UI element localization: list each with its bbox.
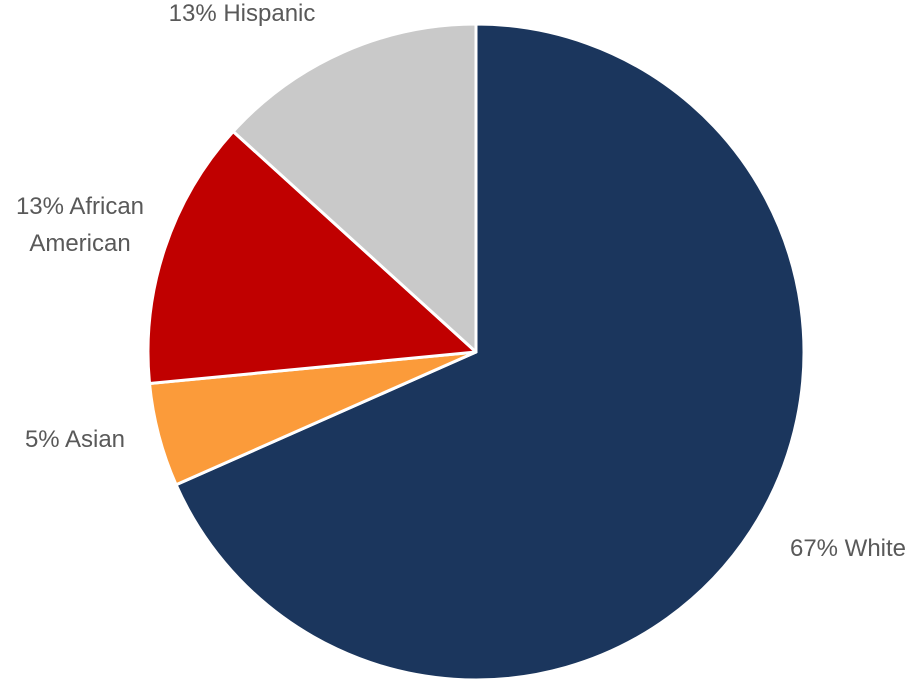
pie-label-asian: 5% Asian <box>25 426 125 453</box>
pie-label-african-american: 13% African American <box>16 193 144 257</box>
pie-slice-hispanic <box>231 22 478 354</box>
pie-slices <box>146 22 806 680</box>
pie-label-line: 5% Asian <box>25 426 125 453</box>
pie-label-line: 67% White <box>790 535 906 562</box>
pie-label-line: American <box>29 230 130 257</box>
pie-slice-white <box>174 22 806 680</box>
pie-label-hispanic: 13% Hispanic <box>169 0 316 27</box>
pie-slice-african-american <box>146 129 478 385</box>
pie-label-white: 67% White <box>790 535 906 562</box>
pie-label-line: 13% African <box>16 193 144 220</box>
pie-label-line: 13% Hispanic <box>169 0 316 27</box>
